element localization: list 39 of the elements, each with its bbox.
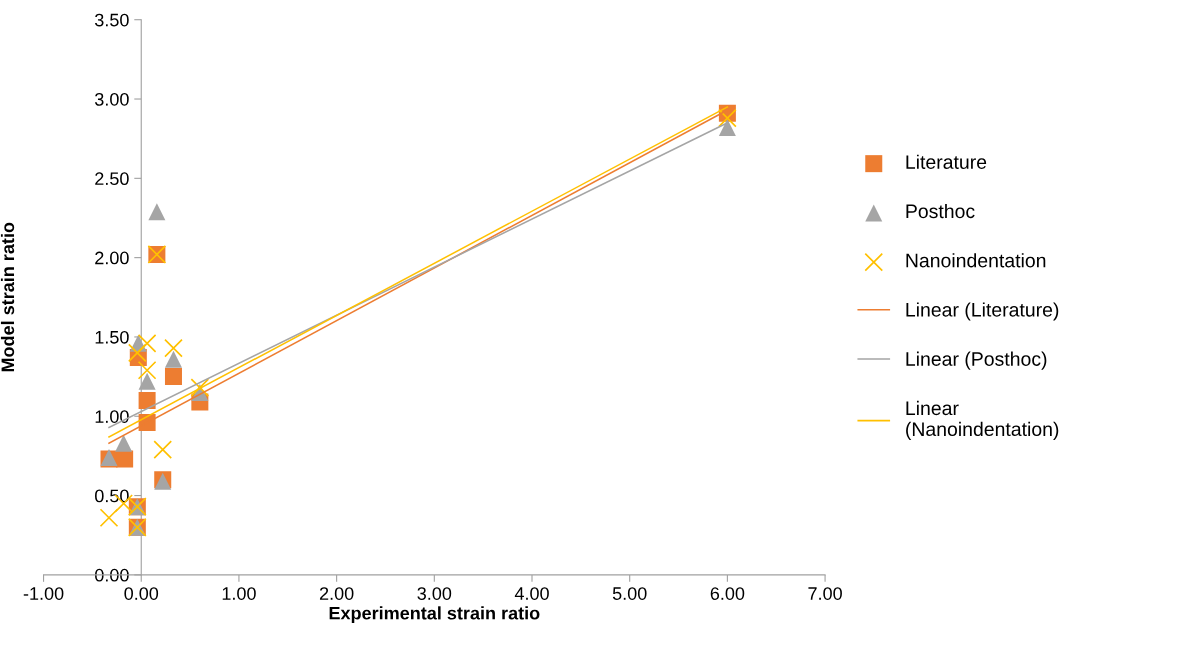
point — [137, 333, 157, 353]
y-tick-label: 2.50 — [95, 172, 129, 186]
y-tick-label: 0.00 — [95, 568, 129, 582]
point — [137, 360, 157, 380]
y-tick-label: 1.00 — [95, 410, 129, 423]
y-tick-label: 1.50 — [95, 330, 129, 344]
y-tick-label: 3.50 — [94, 13, 129, 27]
x-tick-label: -1.00 — [23, 587, 64, 600]
legend-label: Linear (Posthoc) — [906, 351, 1047, 370]
legend-label: Posthoc — [906, 203, 975, 219]
x-tick-label: 1.00 — [222, 587, 256, 600]
point — [148, 203, 166, 221]
x-tick-label: 6.00 — [710, 587, 745, 600]
x-tick-label: 5.00 — [612, 587, 647, 600]
x-axis-title: Experimental strain ratio — [329, 606, 540, 624]
point — [138, 372, 156, 390]
point — [164, 350, 182, 368]
point — [164, 338, 183, 358]
point — [190, 378, 210, 398]
x-tick-label: 0.00 — [124, 587, 159, 600]
y-axis-title: Model strain ratio — [0, 222, 15, 372]
point — [718, 108, 737, 128]
point — [718, 119, 736, 137]
x-tick-label: 2.00 — [319, 587, 354, 600]
y-tick-label: 3.00 — [94, 92, 129, 106]
x-tick-label: 7.00 — [808, 587, 842, 600]
point — [164, 368, 182, 386]
legend-label: Nanoindentation — [906, 253, 1046, 268]
x-tick-label: 3.00 — [417, 587, 452, 600]
legend-label: Linear (Literature) — [906, 302, 1059, 321]
legend-label: Linear (Nanoindentation) — [906, 400, 1059, 440]
legend-label: Literature — [906, 154, 987, 169]
point — [99, 508, 119, 528]
point — [138, 391, 156, 409]
y-tick-label: 2.00 — [95, 251, 129, 265]
point — [153, 440, 173, 459]
x-tick-label: 4.00 — [514, 587, 549, 600]
point — [127, 343, 147, 363]
point — [115, 434, 133, 452]
